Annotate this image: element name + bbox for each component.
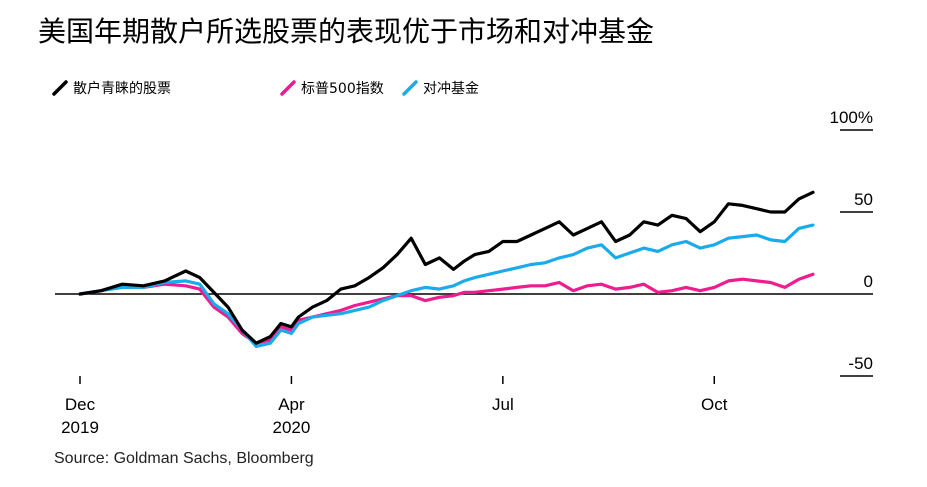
legend-swatch-retail [52,80,68,96]
legend-label-hedge: 对冲基金 [423,81,479,97]
chart-title: 美国年期散户所选股票的表现优于市场和对冲基金 [38,15,655,48]
legend-item-retail: 散户青睐的股票 [52,78,171,98]
x-tick-label-year: 2019 [61,418,99,437]
legend-swatch-sp500 [280,80,296,96]
y-tick-label: 100% [830,108,873,127]
y-tick-label: 0 [864,272,873,291]
legend-label-sp500: 标普500指数 [301,81,384,97]
series-line-hedge [78,223,815,349]
legend-item-hedge: 对冲基金 [402,78,479,98]
y-tick-label: 50 [854,190,873,209]
series-line-sp500 [78,272,815,345]
series-line-retail [78,190,815,345]
x-tick-label: Apr [278,395,305,414]
x-tick-label: Jul [492,395,514,414]
x-tick-label: Dec [65,395,96,414]
x-tick-label: Oct [701,395,728,414]
legend: 散户青睐的股票 标普500指数 对冲基金 [52,78,652,100]
y-tick-label: -50 [848,354,873,373]
x-tick-label-year: 2020 [273,418,311,437]
legend-swatch-hedge [402,80,418,96]
source-note: Source: Goldman Sachs, Bloomberg [54,450,314,467]
legend-item-sp500: 标普500指数 [280,78,384,98]
legend-label-retail: 散户青睐的股票 [73,81,171,97]
